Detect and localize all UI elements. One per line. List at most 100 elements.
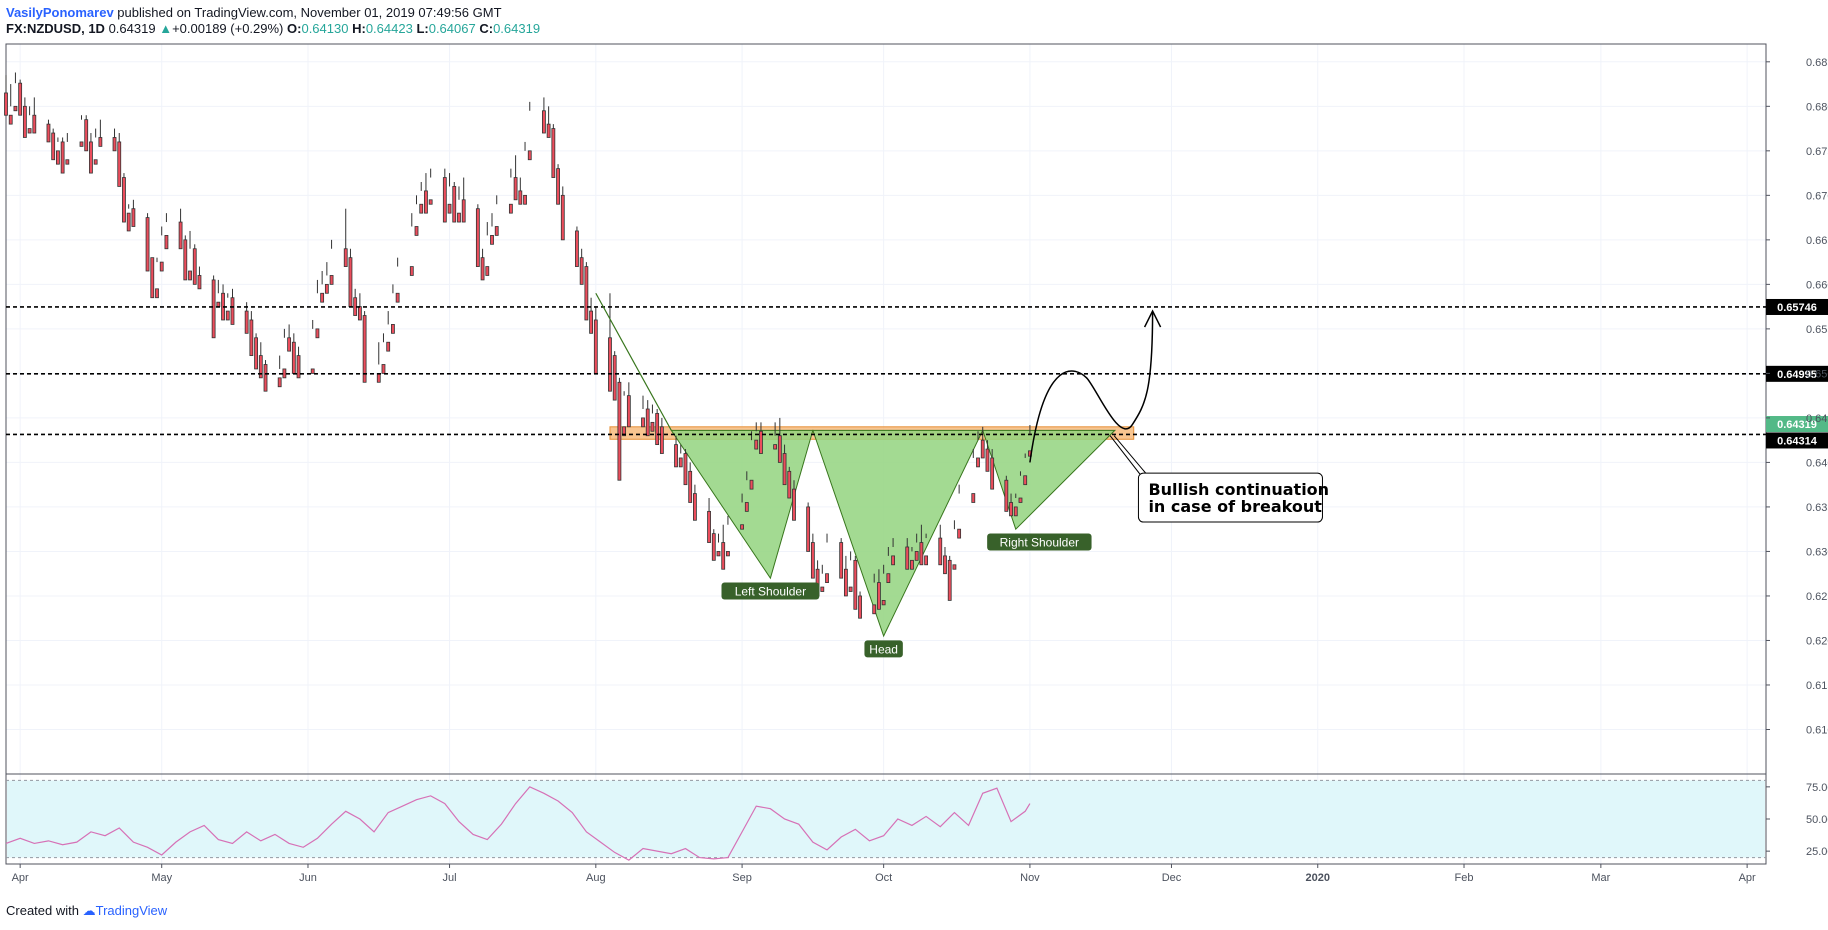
candle[interactable] bbox=[919, 542, 924, 566]
candle[interactable] bbox=[291, 341, 296, 374]
candle[interactable] bbox=[914, 551, 919, 561]
candle[interactable] bbox=[480, 257, 485, 281]
candle[interactable] bbox=[759, 430, 763, 454]
candle[interactable] bbox=[131, 208, 136, 227]
candle[interactable] bbox=[324, 283, 329, 294]
candle[interactable] bbox=[414, 226, 419, 236]
candle[interactable] bbox=[754, 439, 759, 450]
candle[interactable] bbox=[957, 528, 962, 539]
candle[interactable] bbox=[362, 315, 367, 383]
candle[interactable] bbox=[178, 221, 183, 250]
candle[interactable] bbox=[348, 257, 353, 308]
candle[interactable] bbox=[593, 319, 598, 374]
candle[interactable] bbox=[584, 266, 589, 321]
candle[interactable] bbox=[678, 457, 683, 468]
candle[interactable] bbox=[787, 470, 792, 499]
candle[interactable] bbox=[985, 448, 990, 472]
candle[interactable] bbox=[688, 470, 693, 503]
candle[interactable] bbox=[192, 248, 197, 285]
candle[interactable] bbox=[79, 141, 84, 147]
candle[interactable] bbox=[891, 555, 895, 566]
candle[interactable] bbox=[424, 190, 428, 214]
candle[interactable] bbox=[13, 105, 18, 112]
candle[interactable] bbox=[848, 586, 853, 592]
candle[interactable] bbox=[277, 377, 282, 388]
candle[interactable] bbox=[659, 426, 664, 454]
candle[interactable] bbox=[112, 137, 117, 152]
candle[interactable] bbox=[98, 137, 103, 147]
candle[interactable] bbox=[843, 568, 848, 597]
candle[interactable] bbox=[320, 292, 325, 303]
candle[interactable] bbox=[612, 355, 617, 401]
candle[interactable] bbox=[8, 114, 13, 125]
candle[interactable] bbox=[910, 559, 914, 570]
candle[interactable] bbox=[51, 132, 56, 161]
candle[interactable] bbox=[773, 444, 778, 450]
candle[interactable] bbox=[145, 217, 150, 272]
candle[interactable] bbox=[225, 310, 230, 321]
candle[interactable] bbox=[1023, 475, 1028, 486]
candle[interactable] bbox=[905, 546, 910, 570]
candle[interactable] bbox=[386, 341, 391, 352]
candle[interactable] bbox=[839, 542, 844, 579]
price-axis[interactable]: 0.68500 0.68000 0.67500 0.67000 0.66500 0.660… bbox=[1766, 57, 1828, 737]
candle[interactable] bbox=[947, 559, 952, 601]
candle[interactable] bbox=[188, 270, 192, 281]
candle[interactable] bbox=[18, 82, 23, 116]
candle[interactable] bbox=[211, 279, 216, 339]
candle[interactable] bbox=[980, 439, 985, 459]
pattern-triangle[interactable] bbox=[982, 429, 1117, 531]
candle[interactable] bbox=[990, 457, 995, 490]
candle[interactable] bbox=[952, 564, 957, 570]
candle[interactable] bbox=[523, 194, 527, 205]
candle[interactable] bbox=[641, 417, 645, 428]
candle[interactable] bbox=[419, 203, 424, 214]
candle[interactable] bbox=[258, 355, 263, 379]
candle[interactable] bbox=[626, 395, 631, 428]
candle[interactable] bbox=[711, 533, 716, 561]
candle[interactable] bbox=[825, 573, 829, 583]
candle[interactable] bbox=[589, 310, 593, 334]
candle[interactable] bbox=[4, 92, 8, 116]
candle[interactable] bbox=[622, 426, 627, 437]
pattern-triangle[interactable] bbox=[670, 429, 814, 580]
rsi-pane[interactable]: 75.00 50.00 25.00 bbox=[5, 779, 1828, 861]
candle[interactable] bbox=[457, 212, 461, 223]
candle[interactable] bbox=[881, 600, 886, 606]
candle[interactable] bbox=[244, 310, 249, 334]
candle[interactable] bbox=[485, 266, 490, 276]
rsi-line[interactable] bbox=[5, 786, 1031, 861]
candle[interactable] bbox=[315, 328, 320, 339]
candle[interactable] bbox=[579, 257, 584, 285]
candle[interactable] bbox=[164, 235, 169, 250]
candle[interactable] bbox=[249, 319, 254, 356]
candle[interactable] bbox=[310, 368, 315, 374]
candle[interactable] bbox=[560, 194, 565, 241]
candle[interactable] bbox=[527, 150, 532, 161]
candle[interactable] bbox=[254, 337, 258, 370]
candle[interactable] bbox=[674, 444, 678, 468]
candle[interactable] bbox=[296, 355, 301, 379]
candle[interactable] bbox=[122, 177, 126, 223]
candle[interactable] bbox=[32, 114, 37, 134]
candle[interactable] bbox=[56, 150, 60, 165]
candle[interactable] bbox=[1018, 497, 1023, 503]
candle[interactable] bbox=[693, 493, 697, 521]
drawings-layer[interactable]: Left Shoulder Head Right Shoulder Bullish c… bbox=[595, 292, 1329, 658]
time-axis[interactable]: Apr May Jun Jul Aug Sep Oct Nov Dec 2020 Feb Mar Apr bbox=[12, 864, 1756, 884]
candle[interactable] bbox=[376, 372, 381, 383]
candle[interactable] bbox=[650, 421, 655, 432]
tradingview-link[interactable]: TradingView bbox=[95, 903, 168, 918]
candle[interactable] bbox=[381, 364, 386, 374]
candle[interactable] bbox=[792, 488, 796, 521]
candle[interactable] bbox=[721, 542, 726, 570]
candle[interactable] bbox=[409, 266, 414, 276]
note-callout-box[interactable] bbox=[1137, 472, 1323, 523]
candle[interactable] bbox=[617, 381, 622, 481]
candle[interactable] bbox=[810, 542, 815, 579]
candle[interactable] bbox=[117, 141, 122, 187]
candle[interactable] bbox=[777, 435, 782, 463]
candle[interactable] bbox=[60, 141, 65, 174]
candle[interactable] bbox=[442, 177, 447, 223]
candle[interactable] bbox=[282, 368, 287, 379]
